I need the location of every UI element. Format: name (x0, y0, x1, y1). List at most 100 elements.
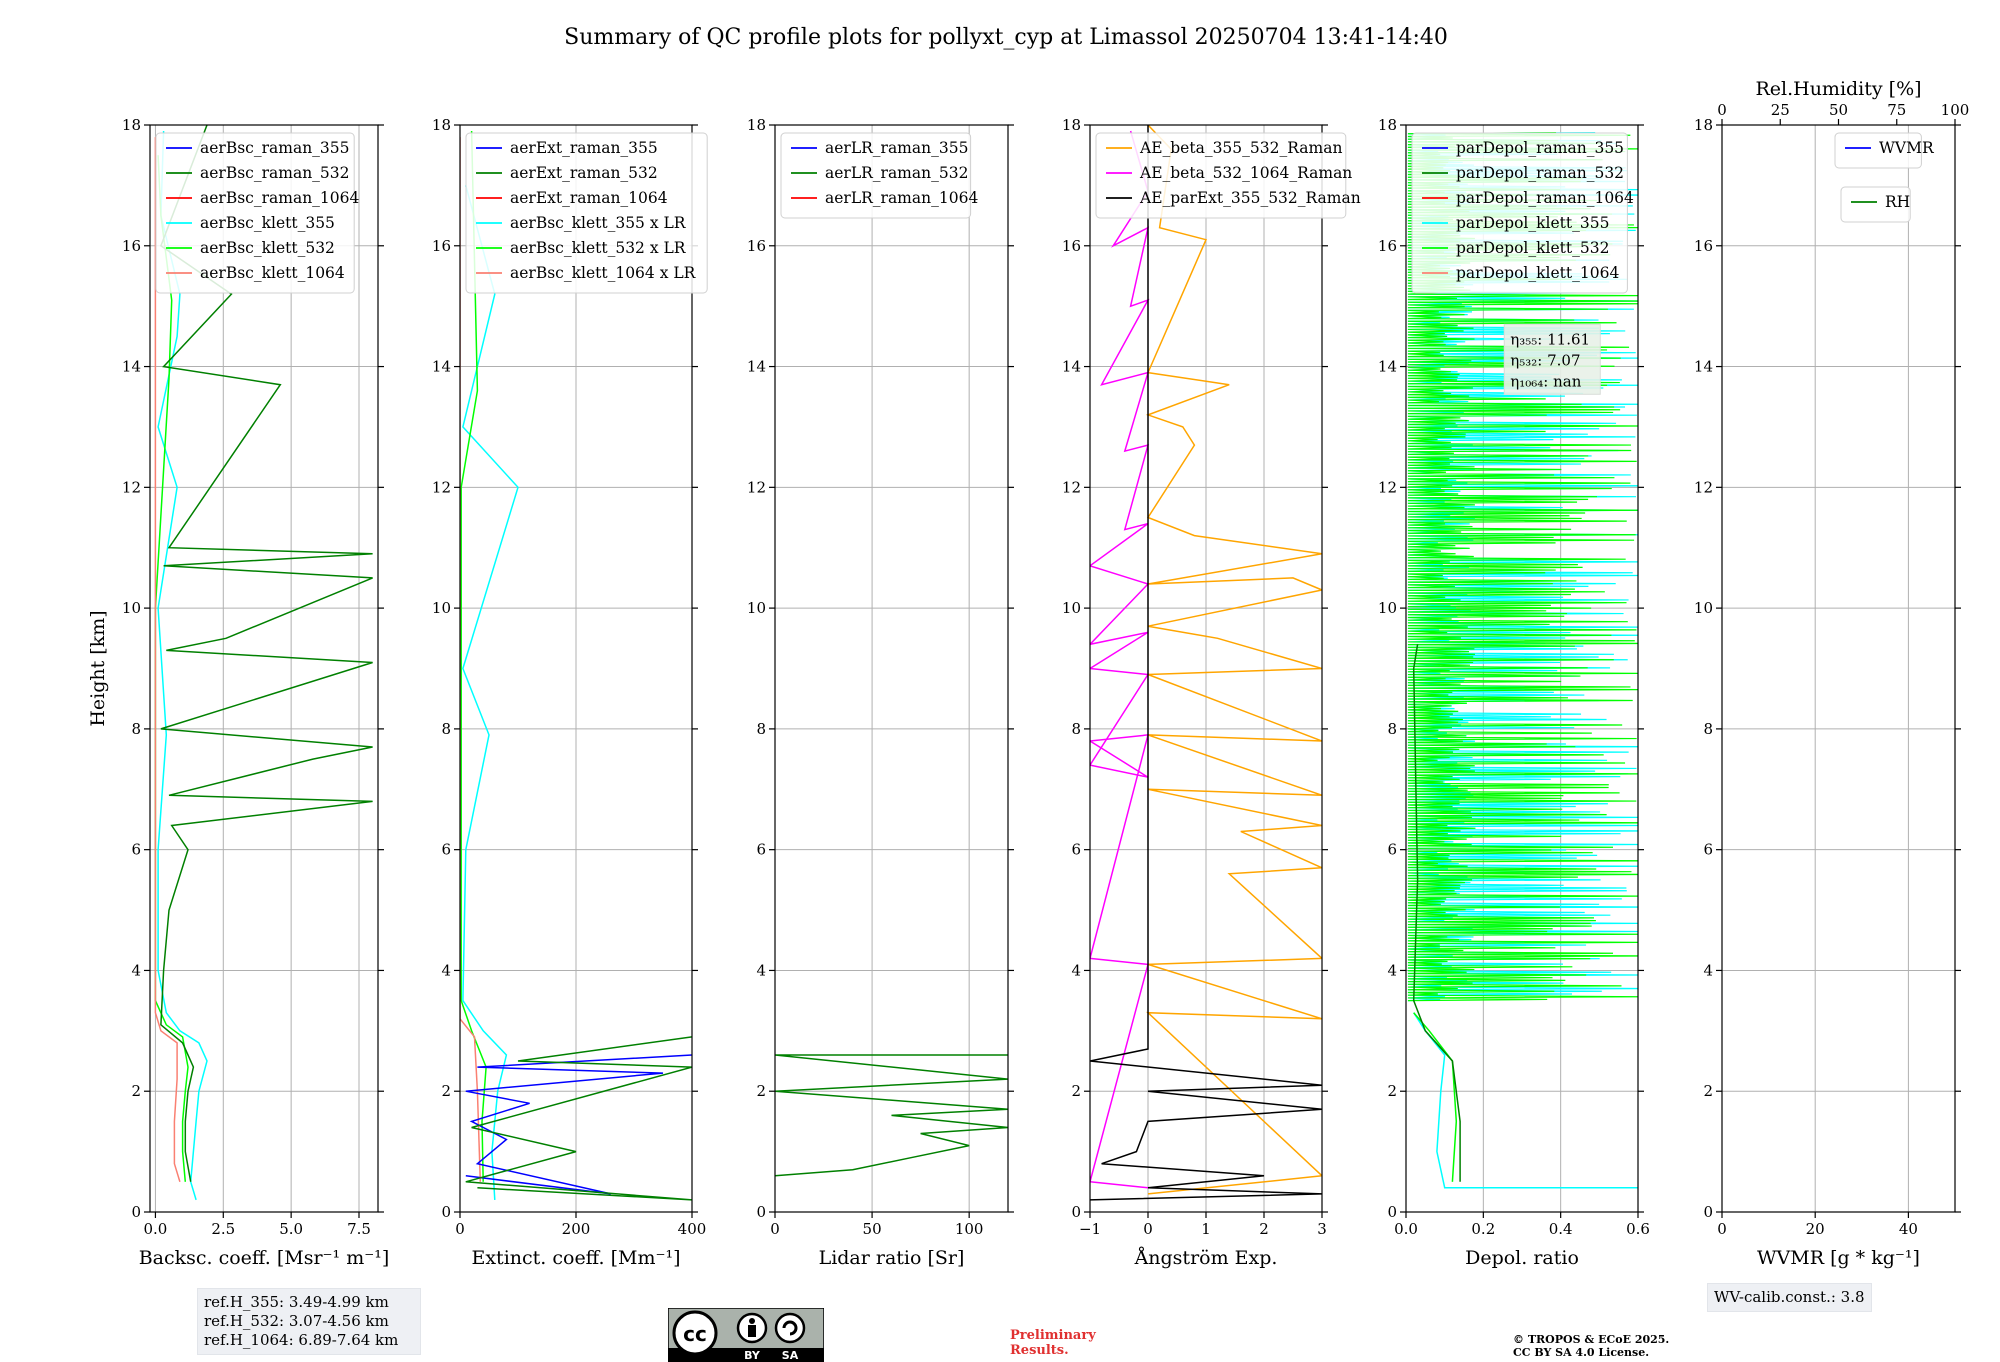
legend: aerLR_raman_355 aerLR_raman_532 aerLR_rama… (780, 132, 978, 219)
top-axis-label: Rel.Humidity [%] (1755, 78, 1921, 100)
series-parDepol_klett_355 (1413, 1012, 1638, 1189)
top-tick-label: 50 (1829, 101, 1848, 119)
x-tick-label: 7.5 (347, 1220, 371, 1238)
y-tick-label: 2 (1387, 1082, 1397, 1100)
cc-logo-text: cc (683, 1322, 707, 1346)
panel-backscatter: 0 2 4 6 8 10 12 14 16 18 0.0 2.5 5.0 7.5 Backsc. coeff… (87, 116, 389, 1269)
cc-by-label: BY (744, 1349, 761, 1362)
series-aerBsc_klett_1064 (154, 137, 181, 1183)
legend-entry: aerExt_raman_532 (510, 164, 658, 182)
x-axis-label: WVMR [g * kg⁻¹] (1757, 1247, 1920, 1269)
top-tick-label: 0 (1717, 101, 1727, 119)
axes-frame (1405, 124, 1639, 1213)
x-tick-label: 2.5 (211, 1220, 235, 1238)
y-tick-label: 8 (441, 720, 451, 738)
y-tick-label: 4 (756, 961, 766, 979)
legend: aerBsc_raman_355 aerBsc_raman_532 aerBsc_r… (155, 132, 360, 294)
series-aerBsc_klett_355 x LR (462, 185, 519, 1200)
y-tick-label: 8 (1703, 720, 1713, 738)
annotation-line: η₁₀₆₄: nan (1510, 372, 1581, 390)
copyright-line-1: © TROPOS & ECoE 2025. (1513, 1333, 1670, 1346)
legend: parDepol_raman_355 parDepol_raman_532 parD… (1411, 132, 1634, 294)
x-axis-label: Lidar ratio [Sr] (819, 1247, 965, 1269)
y-tick-label: 10 (747, 599, 766, 617)
legend-box (1834, 132, 1922, 169)
legend-entry: parDepol_raman_532 (1456, 164, 1624, 182)
y-tick-label: 16 (1694, 237, 1713, 255)
x-tick-label: 20 (1806, 1220, 1825, 1238)
legend: AE_beta_355_532_Raman AE_beta_532_1064_Ra… (1095, 132, 1361, 219)
y-tick-label: 6 (1387, 841, 1397, 859)
series-aerBsc_klett_355 (157, 130, 208, 1201)
x-tick-label: 0.0 (143, 1220, 167, 1238)
y-tick-label: 8 (1071, 720, 1081, 738)
plot-area (1090, 125, 1322, 1201)
y-tick-label: 16 (1062, 237, 1081, 255)
legend: aerExt_raman_355 aerExt_raman_532 aerExt_r… (465, 132, 708, 294)
y-tick-label: 16 (432, 237, 451, 255)
y-tick-label: 6 (1703, 841, 1713, 859)
legend-entry: aerBsc_raman_1064 (200, 189, 360, 207)
figure-title: Summary of QC profile plots for pollyxt_… (564, 25, 1448, 50)
y-tick-label: 4 (441, 961, 451, 979)
x-tick-label: 1 (1201, 1220, 1211, 1238)
y-tick-label: 10 (122, 599, 141, 617)
legend-entry: aerLR_raman_355 (825, 139, 968, 157)
cc-logo-icon (672, 1310, 718, 1356)
y-tick-label: 18 (1062, 116, 1081, 134)
series-aerBsc_klett_532 (154, 155, 189, 1182)
y-tick-label: 4 (1387, 961, 1397, 979)
copyright-line-2: CC BY SA 4.0 License. (1513, 1346, 1650, 1359)
x-tick-label: 3 (1317, 1220, 1327, 1238)
legend-entry: aerBsc_raman_532 (200, 164, 350, 182)
y-tick-label: 10 (1694, 599, 1713, 617)
x-tick-label: 400 (678, 1220, 707, 1238)
plot-area (775, 1054, 1008, 1177)
x-tick-label: 40 (1899, 1220, 1918, 1238)
legend-entry: AE_parExt_355_532_Raman (1139, 189, 1361, 207)
y-tick-label: 8 (131, 720, 141, 738)
axes-frame (1721, 124, 1956, 1213)
series-AE_beta_532_1064_Raman (1090, 130, 1150, 1189)
y-axis-label: Height [km] (87, 610, 109, 726)
wv-calibration-box: WV-calib.const.: 3.8 (1707, 1283, 1872, 1312)
preliminary-line-2: Results. (1010, 1343, 1069, 1358)
y-tick-label: 4 (1071, 961, 1081, 979)
x-tick-label: 0 (1717, 1220, 1727, 1238)
panel-extinction: 0 2 4 6 8 10 12 14 16 18 0 200 400 Extinct. coeff. [M… (432, 116, 708, 1269)
x-tick-label: 0 (770, 1220, 780, 1238)
y-tick-label: 18 (122, 116, 141, 134)
legend-entry: aerBsc_klett_532 (200, 239, 335, 257)
top-tick-label: 100 (1941, 101, 1970, 119)
y-tick-label: 14 (1378, 358, 1397, 376)
y-tick-label: 0 (1071, 1203, 1081, 1221)
legend-entry: aerExt_raman_355 (510, 139, 658, 157)
legend-box (1840, 186, 1911, 223)
plot-area (460, 130, 692, 1201)
y-tick-label: 0 (756, 1203, 766, 1221)
y-tick-label: 2 (441, 1082, 451, 1100)
annotation-box (1503, 323, 1601, 395)
annotation-line: η₃₅₅: 11.61 (1510, 330, 1590, 348)
x-tick-label: 0.0 (1394, 1220, 1418, 1238)
preliminary-line-1: Preliminary (1010, 1328, 1096, 1343)
legend-entry: parDepol_raman_355 (1456, 139, 1624, 157)
y-tick-label: 10 (1378, 599, 1397, 617)
y-tick-label: 18 (432, 116, 451, 134)
y-tick-label: 16 (747, 237, 766, 255)
legend-entry: aerBsc_klett_532 x LR (510, 239, 687, 257)
x-axis-label: Backsc. coeff. [Msr⁻¹ m⁻¹] (139, 1247, 390, 1269)
y-tick-label: 18 (1378, 116, 1397, 134)
x-axis-label: Extinct. coeff. [Mm⁻¹] (471, 1247, 680, 1269)
series-parDepol_raman_532 (1412, 644, 1461, 1182)
y-tick-label: 0 (131, 1203, 141, 1221)
legend-entry: WVMR (1879, 139, 1935, 157)
top-tick-label: 75 (1887, 101, 1906, 119)
legend-entry: parDepol_raman_1064 (1456, 189, 1634, 207)
y-tick-label: 12 (122, 478, 141, 496)
ref-height-532: ref.H_532: 3.07-4.56 km (204, 1312, 389, 1330)
y-tick-label: 0 (1703, 1203, 1713, 1221)
share-alike-icon (774, 1312, 806, 1344)
